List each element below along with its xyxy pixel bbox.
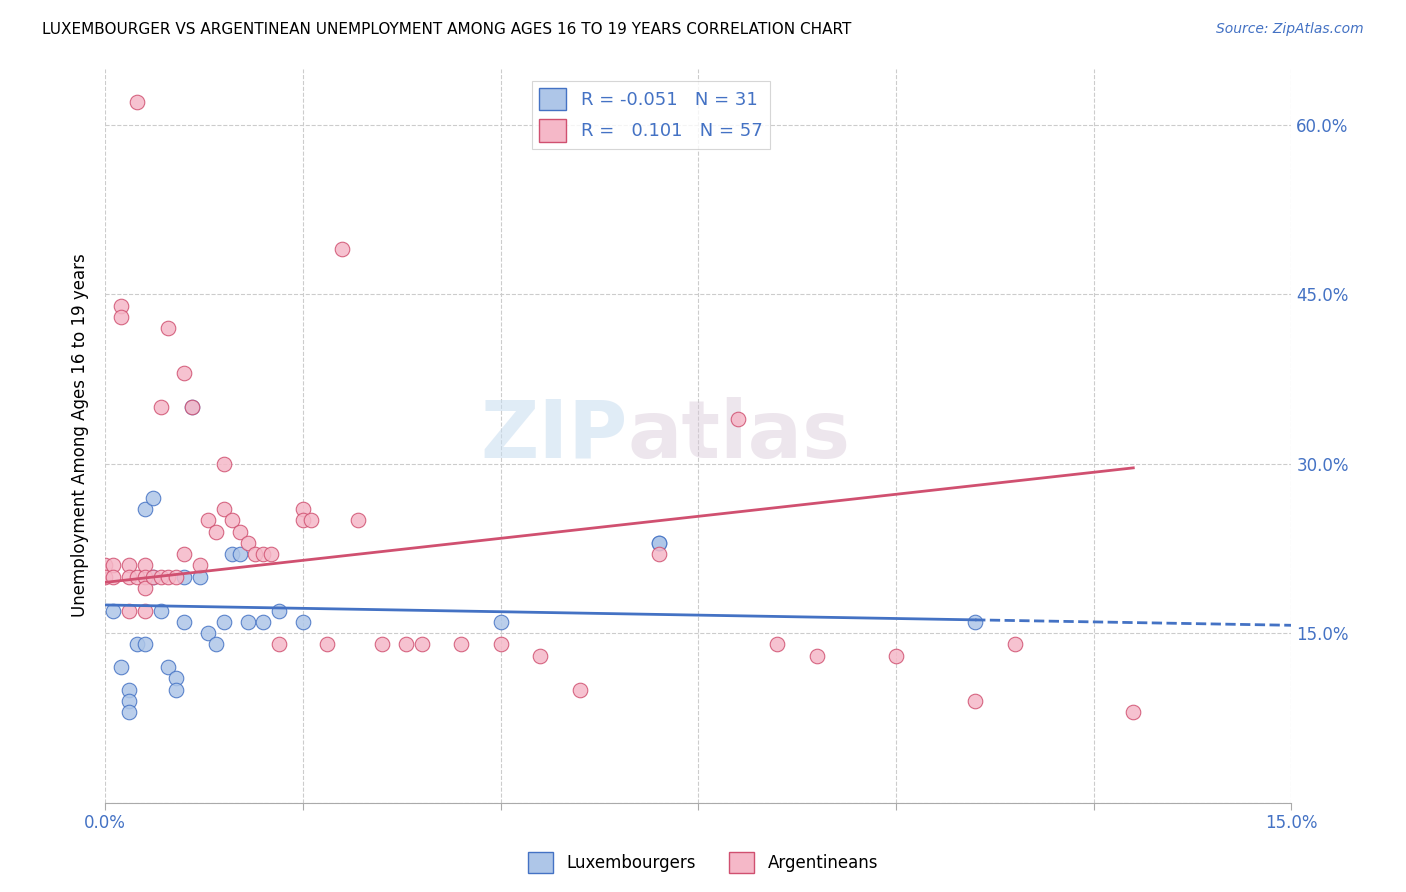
Point [197, 626, 219, 640]
Point [94, 558, 117, 573]
Text: atlas: atlas [627, 397, 851, 475]
Point [134, 558, 156, 573]
Point [125, 95, 148, 110]
Point [766, 638, 789, 652]
Point [165, 682, 187, 697]
Point [94, 570, 117, 584]
Point [134, 581, 156, 595]
Point [149, 570, 172, 584]
Point [727, 411, 749, 425]
Point [157, 660, 180, 674]
Legend: Luxembourgers, Argentineans: Luxembourgers, Argentineans [522, 846, 884, 880]
Point [125, 638, 148, 652]
Point [568, 682, 591, 697]
Point [173, 547, 195, 561]
Point [1122, 705, 1144, 719]
Point [205, 638, 228, 652]
Point [236, 536, 259, 550]
Point [252, 547, 274, 561]
Point [212, 457, 235, 471]
Point [884, 648, 907, 663]
Y-axis label: Unemployment Among Ages 16 to 19 years: Unemployment Among Ages 16 to 19 years [72, 253, 89, 617]
Point [347, 513, 370, 527]
Point [125, 570, 148, 584]
Point [648, 536, 671, 550]
Point [245, 547, 267, 561]
Point [118, 558, 141, 573]
Point [395, 638, 418, 652]
Point [165, 672, 187, 686]
Point [332, 242, 354, 256]
Point [118, 705, 141, 719]
Point [149, 604, 172, 618]
Point [188, 558, 211, 573]
Point [1004, 638, 1026, 652]
Point [110, 299, 132, 313]
Point [101, 570, 124, 584]
Point [110, 310, 132, 324]
Point [181, 401, 204, 415]
Point [291, 513, 314, 527]
Point [173, 570, 195, 584]
Point [101, 604, 124, 618]
Point [212, 502, 235, 516]
Point [188, 570, 211, 584]
Point [269, 604, 291, 618]
Point [806, 648, 828, 663]
Point [165, 570, 187, 584]
Point [260, 547, 283, 561]
Point [173, 367, 195, 381]
Text: Source: ZipAtlas.com: Source: ZipAtlas.com [1216, 22, 1364, 37]
Point [315, 638, 337, 652]
Point [157, 570, 180, 584]
Point [291, 615, 314, 629]
Point [236, 615, 259, 629]
Point [134, 502, 156, 516]
Point [648, 536, 671, 550]
Point [648, 547, 671, 561]
Point [142, 570, 165, 584]
Point [157, 321, 180, 335]
Point [252, 615, 274, 629]
Point [181, 401, 204, 415]
Point [118, 682, 141, 697]
Point [489, 638, 512, 652]
Point [965, 694, 987, 708]
Point [489, 615, 512, 629]
Point [142, 570, 165, 584]
Point [291, 502, 314, 516]
Point [221, 547, 243, 561]
Text: LUXEMBOURGER VS ARGENTINEAN UNEMPLOYMENT AMONG AGES 16 TO 19 YEARS CORRELATION C: LUXEMBOURGER VS ARGENTINEAN UNEMPLOYMENT… [42, 22, 852, 37]
Point [371, 638, 394, 652]
Point [173, 615, 195, 629]
Text: ZIP: ZIP [479, 397, 627, 475]
Point [221, 513, 243, 527]
Point [529, 648, 551, 663]
Point [228, 524, 250, 539]
Point [212, 615, 235, 629]
Point [965, 615, 987, 629]
Point [118, 604, 141, 618]
Point [118, 694, 141, 708]
Point [299, 513, 322, 527]
Point [205, 524, 228, 539]
Point [134, 570, 156, 584]
Point [411, 638, 433, 652]
Point [134, 604, 156, 618]
Point [228, 547, 250, 561]
Point [101, 558, 124, 573]
Legend: R = -0.051   N = 31, R =   0.101   N = 57: R = -0.051 N = 31, R = 0.101 N = 57 [531, 81, 769, 149]
Point [142, 491, 165, 505]
Point [110, 660, 132, 674]
Point [134, 638, 156, 652]
Point [118, 570, 141, 584]
Point [149, 401, 172, 415]
Point [450, 638, 472, 652]
Point [269, 638, 291, 652]
Point [197, 513, 219, 527]
